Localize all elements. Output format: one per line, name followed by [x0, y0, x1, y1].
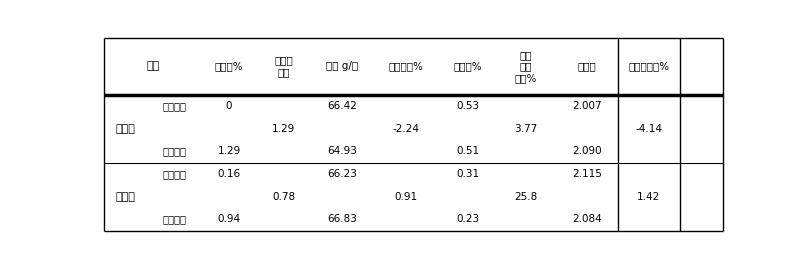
Text: 料蛋比增幅%: 料蛋比增幅% — [629, 61, 670, 72]
Text: 0.51: 0.51 — [456, 146, 479, 156]
Text: 死淡率
增幅: 死淡率 增幅 — [274, 56, 293, 77]
Text: 蛋重 g/枚: 蛋重 g/枚 — [326, 61, 358, 72]
Text: 试验数据: 试验数据 — [162, 214, 186, 224]
Text: 66.23: 66.23 — [327, 169, 357, 179]
Text: 对照组: 对照组 — [115, 124, 136, 134]
Text: 基础数据: 基础数据 — [162, 169, 186, 179]
Text: 2.084: 2.084 — [572, 214, 602, 224]
Text: 64.93: 64.93 — [327, 146, 357, 156]
Text: 0.53: 0.53 — [456, 101, 479, 111]
Text: 0.94: 0.94 — [218, 214, 240, 224]
Text: 1.29: 1.29 — [217, 146, 240, 156]
Text: 0: 0 — [226, 101, 232, 111]
Text: 死淡率%: 死淡率% — [215, 61, 244, 72]
Text: 试验组: 试验组 — [115, 192, 136, 202]
Text: 2.115: 2.115 — [572, 169, 602, 179]
Text: 基础数据: 基础数据 — [162, 101, 186, 111]
Text: 66.83: 66.83 — [327, 214, 357, 224]
Text: 0.78: 0.78 — [272, 192, 295, 202]
Text: 25.8: 25.8 — [514, 192, 537, 202]
Text: 破蛋
本征
增幅%: 破蛋 本征 增幅% — [515, 50, 537, 83]
Text: 1.29: 1.29 — [272, 124, 295, 134]
Text: 66.42: 66.42 — [327, 101, 357, 111]
Text: 料蛋比: 料蛋比 — [578, 61, 596, 72]
Text: 3.77: 3.77 — [514, 124, 537, 134]
Text: 蛋重增幅%: 蛋重增幅% — [389, 61, 424, 72]
Text: 组别: 组别 — [146, 61, 160, 72]
Text: 破蛋率%: 破蛋率% — [454, 61, 482, 72]
Text: 试验数据: 试验数据 — [162, 146, 186, 156]
Text: 1.42: 1.42 — [638, 192, 660, 202]
Text: 2.090: 2.090 — [572, 146, 602, 156]
Text: 2.007: 2.007 — [572, 101, 602, 111]
Text: 0.16: 0.16 — [218, 169, 240, 179]
Text: 0.31: 0.31 — [456, 169, 479, 179]
Text: 0.23: 0.23 — [456, 214, 479, 224]
Text: -4.14: -4.14 — [635, 124, 663, 134]
Text: 0.91: 0.91 — [395, 192, 418, 202]
Text: -2.24: -2.24 — [393, 124, 420, 134]
